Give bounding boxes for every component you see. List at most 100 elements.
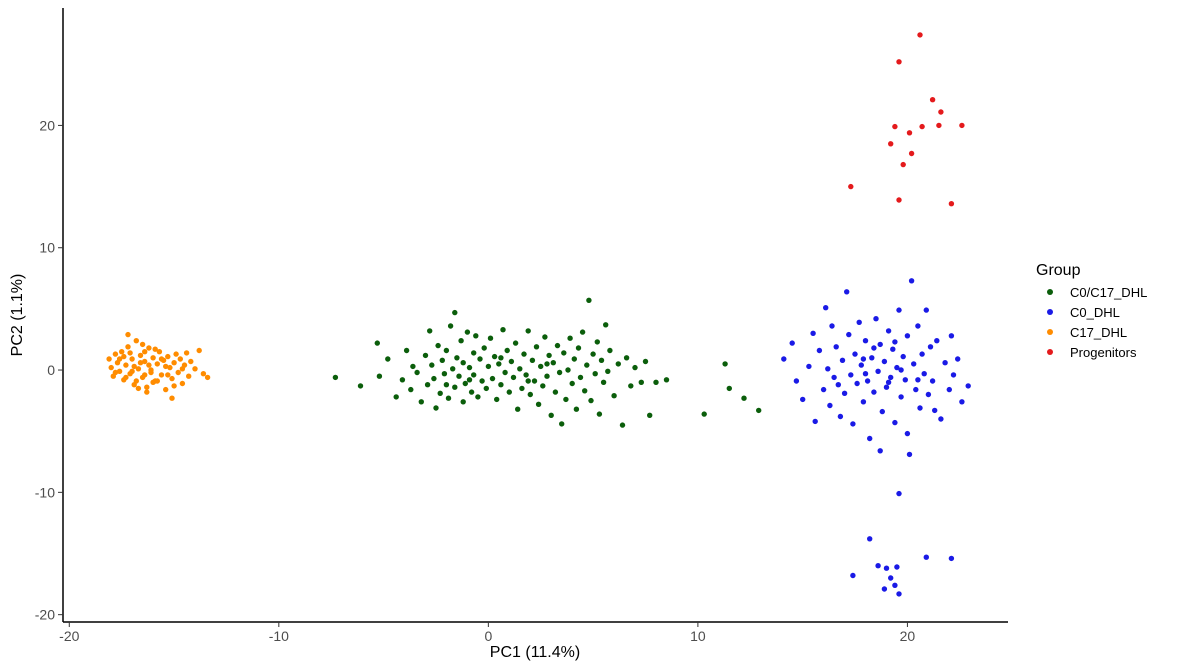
data-point	[158, 372, 165, 378]
data-point	[502, 369, 508, 376]
data-point	[515, 406, 521, 412]
data-point	[955, 356, 961, 362]
data-point	[146, 345, 152, 351]
data-point	[427, 328, 433, 334]
data-point	[862, 371, 869, 377]
data-point	[590, 351, 596, 357]
data-point	[546, 352, 552, 359]
data-point	[948, 201, 955, 207]
data-point	[500, 327, 506, 333]
data-point	[452, 309, 458, 316]
data-point	[885, 379, 892, 385]
data-point	[464, 329, 471, 335]
data-point	[896, 591, 902, 597]
data-point	[890, 346, 896, 352]
data-point	[915, 323, 921, 329]
data-point	[579, 329, 586, 335]
data-point	[950, 372, 957, 378]
data-point	[615, 361, 621, 367]
data-point	[917, 32, 923, 38]
data-point	[135, 385, 142, 392]
x-axis-title: PC1 (11.4%)	[490, 644, 580, 661]
data-point	[466, 364, 473, 371]
data-point	[619, 422, 626, 428]
data-point	[494, 396, 500, 403]
data-point	[393, 394, 399, 400]
data-point	[460, 360, 466, 366]
data-point	[881, 586, 888, 592]
data-point	[571, 356, 577, 362]
data-point	[781, 356, 787, 362]
data-point	[150, 355, 156, 361]
data-point	[823, 305, 829, 311]
data-point	[563, 396, 569, 403]
data-point	[487, 335, 494, 341]
data-point	[165, 353, 171, 360]
data-point	[144, 389, 150, 395]
data-point	[183, 350, 190, 356]
data-point	[137, 360, 144, 366]
legend-items: C0/C17_DHL C0_DHL C17_DHL Progenitors	[1047, 285, 1147, 360]
data-point	[475, 394, 481, 400]
data-point	[888, 575, 894, 581]
data-point	[904, 333, 911, 339]
data-point	[519, 385, 525, 392]
data-point	[925, 391, 932, 398]
data-point	[498, 382, 504, 388]
data-point	[171, 383, 177, 389]
data-point	[535, 401, 542, 407]
data-point	[871, 389, 877, 395]
data-point	[573, 406, 580, 412]
points-layer	[106, 32, 971, 597]
data-point	[454, 355, 460, 361]
data-point	[896, 197, 902, 203]
data-point	[552, 389, 559, 395]
data-point	[544, 373, 550, 379]
data-point	[588, 397, 594, 404]
data-point	[523, 372, 529, 378]
data-point	[129, 368, 135, 374]
data-point	[756, 407, 762, 414]
data-point	[888, 141, 894, 147]
series-c0-dhl	[781, 278, 971, 597]
data-point	[127, 350, 133, 356]
data-point	[188, 358, 194, 365]
data-point	[466, 377, 473, 383]
data-point	[171, 360, 177, 366]
data-point	[577, 374, 584, 381]
data-point	[485, 363, 492, 370]
data-point	[932, 407, 938, 414]
data-point	[603, 322, 609, 328]
data-point	[793, 378, 800, 384]
data-point	[942, 360, 948, 366]
data-point	[892, 339, 898, 345]
data-point	[116, 368, 123, 374]
data-point	[816, 347, 823, 354]
data-point	[592, 371, 598, 377]
data-point	[569, 380, 575, 387]
data-point	[911, 361, 917, 367]
data-point	[456, 373, 462, 379]
data-point	[575, 345, 582, 351]
data-point	[848, 372, 854, 378]
data-point	[125, 331, 131, 338]
data-point	[156, 349, 163, 355]
data-point	[906, 451, 913, 458]
data-point	[556, 369, 563, 376]
data-point	[204, 374, 211, 381]
data-point	[167, 364, 173, 371]
data-point	[854, 380, 860, 387]
data-point	[441, 371, 448, 377]
data-point	[175, 369, 181, 376]
data-point	[142, 349, 148, 355]
data-point	[846, 331, 852, 338]
data-point	[192, 366, 198, 372]
legend-key	[1047, 309, 1053, 315]
data-point	[399, 377, 406, 383]
data-point	[200, 371, 207, 377]
data-point	[525, 328, 531, 334]
data-point	[946, 386, 952, 393]
data-point	[468, 389, 475, 395]
data-point	[496, 361, 502, 367]
data-point	[959, 122, 965, 129]
